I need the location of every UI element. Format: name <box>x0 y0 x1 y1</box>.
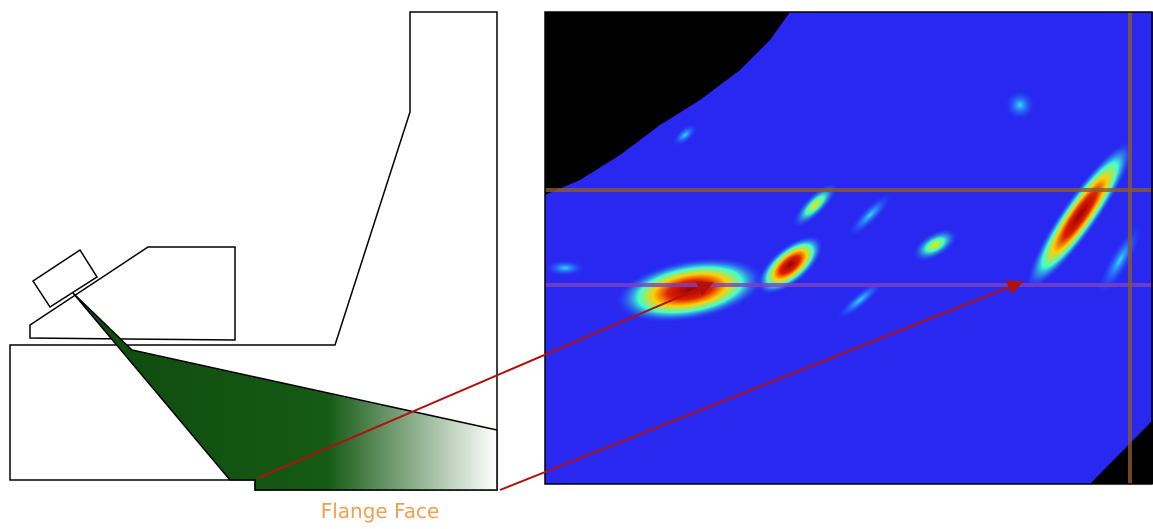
page: Flange Face (() => { const data = JSON.p… <box>0 0 1153 529</box>
diagram: Flange Face <box>0 0 1153 529</box>
scan-image <box>545 12 1153 484</box>
label: Flange Face <box>321 499 440 523</box>
part-drawing <box>10 12 497 490</box>
